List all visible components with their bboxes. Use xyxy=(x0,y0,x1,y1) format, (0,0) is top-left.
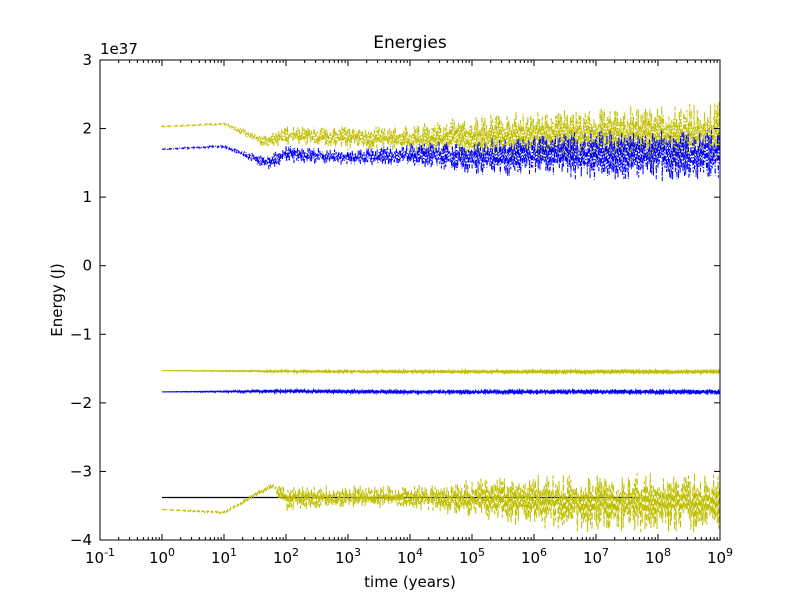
x-tick-label-base: 10 xyxy=(397,549,416,567)
x-tick-label-base: 10 xyxy=(335,549,354,567)
series-path xyxy=(161,472,721,533)
x-tick-label-exponent: 8 xyxy=(664,546,671,559)
x-tick-label-base: 10 xyxy=(521,549,540,567)
x-tick-label-exponent: 6 xyxy=(540,546,547,559)
x-tick-label-exponent: 1 xyxy=(230,546,237,559)
x-tick-label: 101 xyxy=(211,546,237,567)
x-tick-label-exponent: 5 xyxy=(478,546,485,559)
y-tick-label: −3 xyxy=(70,462,92,480)
series-line xyxy=(162,367,721,376)
x-tick-label-exponent: 4 xyxy=(416,546,423,559)
y-axis-multiplier: 1e37 xyxy=(100,40,138,58)
y-tick-label: −2 xyxy=(70,394,92,412)
x-tick-label-base: 10 xyxy=(273,549,292,567)
x-tick-label-exponent: -1 xyxy=(104,546,115,559)
x-tick-label-base: 10 xyxy=(149,549,168,567)
plot-frame xyxy=(99,59,721,541)
y-tick-label: 3 xyxy=(82,51,92,69)
x-tick-label-base: 10 xyxy=(211,549,230,567)
x-tick-label-exponent: 3 xyxy=(354,546,361,559)
x-tick-label: 102 xyxy=(273,546,299,567)
x-tick-label-exponent: 2 xyxy=(292,546,299,559)
x-tick-label: 103 xyxy=(335,546,361,567)
x-tick-label-base: 10 xyxy=(459,549,478,567)
x-tick-label: 108 xyxy=(645,546,671,567)
x-tick-label-base: 10 xyxy=(583,549,602,567)
x-tick-label: 104 xyxy=(397,546,423,567)
x-tick-label: 10-1 xyxy=(85,546,115,567)
x-tick-label: 106 xyxy=(521,546,547,567)
x-tick-label-base: 10 xyxy=(645,549,664,567)
y-tick-label: −4 xyxy=(70,531,92,549)
x-tick-label-base: 10 xyxy=(707,549,726,567)
series-path xyxy=(162,367,721,376)
x-axis-label: time (years) xyxy=(364,573,456,591)
plot-area xyxy=(161,102,721,533)
x-tick-label-exponent: 7 xyxy=(602,546,609,559)
chart-title: Energies xyxy=(373,33,447,53)
x-tick-label: 109 xyxy=(707,546,733,567)
series-line xyxy=(161,472,721,533)
x-tick-label: 105 xyxy=(459,546,485,567)
series-path xyxy=(161,129,721,182)
y-tick-label: −1 xyxy=(70,325,92,343)
series-line xyxy=(162,387,721,396)
x-tick-label-base: 10 xyxy=(85,549,104,567)
y-tick-label: 1 xyxy=(82,188,92,206)
x-tick-label: 100 xyxy=(149,546,175,567)
y-axis-label: Energy (J) xyxy=(48,263,66,336)
series-path xyxy=(162,387,721,396)
y-tick-label: 2 xyxy=(82,120,92,138)
y-tick-label: 0 xyxy=(82,257,92,275)
series-line xyxy=(161,129,721,182)
x-tick-label: 107 xyxy=(583,546,609,567)
x-tick-label-exponent: 0 xyxy=(168,546,175,559)
x-tick-label-exponent: 9 xyxy=(726,546,733,559)
